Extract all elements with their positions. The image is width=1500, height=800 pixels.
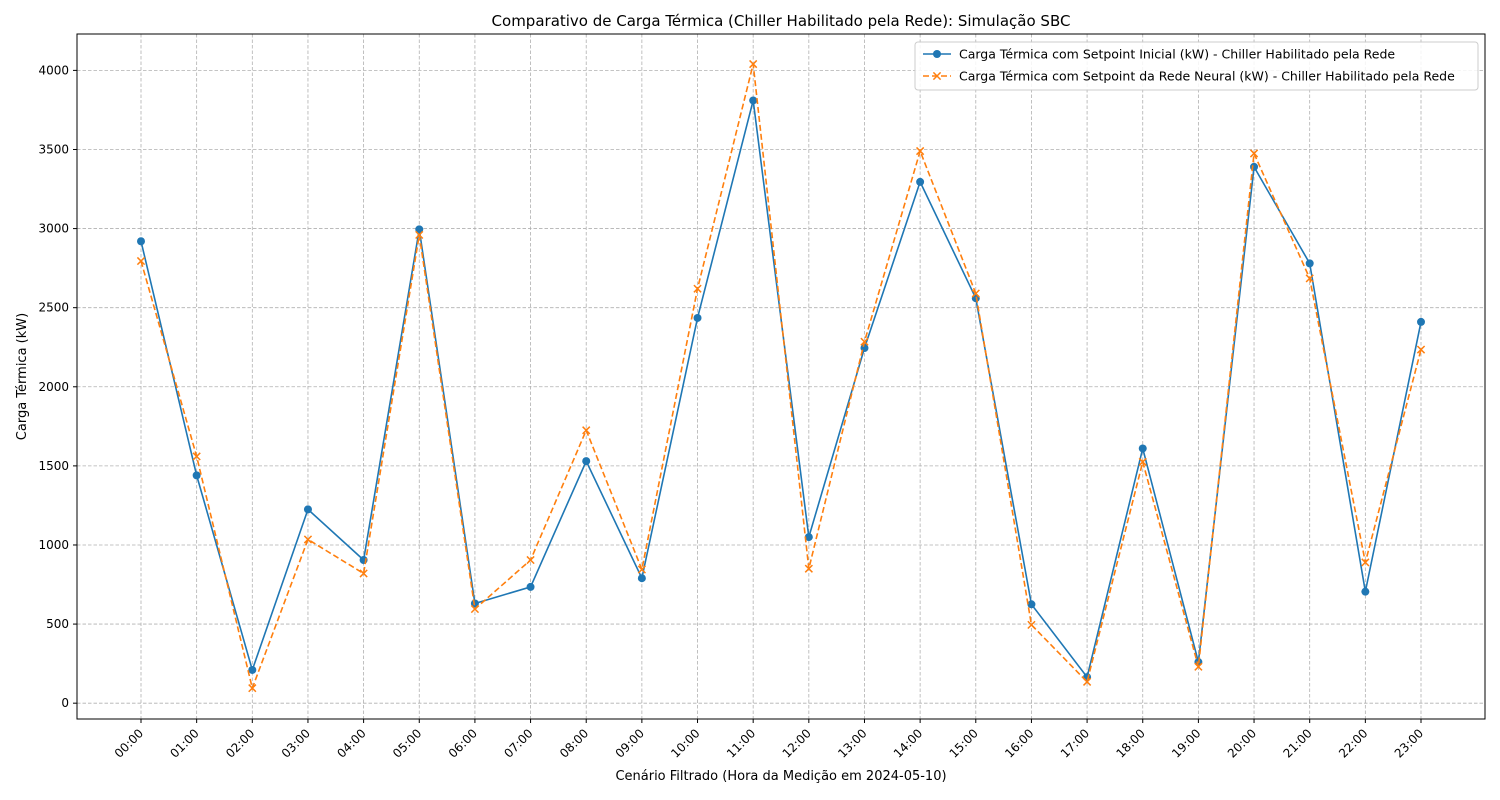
- data-point: [1416, 345, 1426, 354]
- legend: Carga Térmica com Setpoint Inicial (kW) …: [914, 41, 1479, 91]
- legend-label: Carga Térmica com Setpoint Inicial (kW) …: [959, 47, 1395, 62]
- data-point: [1082, 677, 1092, 686]
- data-point: [248, 665, 257, 674]
- data-point: [1361, 558, 1370, 567]
- series-2: [136, 59, 1426, 693]
- data-point: [637, 574, 646, 583]
- data-point: [1361, 587, 1370, 596]
- series-layer: [136, 59, 1426, 693]
- data-point: [582, 426, 591, 435]
- series-line: [140, 63, 1422, 691]
- data-point: [303, 505, 312, 514]
- data-point: [303, 535, 313, 544]
- data-point: [136, 256, 146, 266]
- data-point: [192, 471, 201, 480]
- data-point: [804, 533, 813, 542]
- legend-item: Carga Térmica com Setpoint Inicial (kW) …: [923, 47, 1395, 62]
- data-point: [915, 146, 925, 156]
- plot-frame: [76, 33, 1486, 720]
- legend-marker: [932, 71, 942, 81]
- data-point: [470, 599, 479, 608]
- y-axis-label: Carga Térmica (kW): [15, 313, 30, 440]
- x-axis-label: Cenário Filtrado (Hora da Medição em 202…: [615, 769, 946, 784]
- data-point: [526, 555, 535, 565]
- data-point: [916, 177, 925, 186]
- data-point: [1305, 274, 1314, 283]
- data-point: [415, 230, 424, 240]
- data-point: [804, 564, 813, 573]
- data-point: [248, 684, 257, 693]
- data-point: [749, 59, 758, 69]
- data-point: [1305, 259, 1314, 268]
- data-point: [359, 569, 368, 578]
- y-tick-label: 500: [46, 617, 69, 631]
- data-point: [1250, 162, 1259, 171]
- data-point: [582, 457, 591, 466]
- y-tick-label: 4000: [38, 63, 69, 77]
- legend-box: [914, 41, 1479, 91]
- y-tick-label: 3500: [38, 142, 69, 156]
- y-tick-label: 3000: [38, 222, 69, 236]
- y-axis: 0 500 1000 1500 2000 2500 3000 3500 4000: [38, 63, 77, 710]
- grid: [77, 34, 1485, 719]
- data-point: [1027, 600, 1036, 609]
- data-point: [1138, 444, 1147, 453]
- data-point: [1027, 620, 1036, 630]
- y-tick-label: 2500: [38, 301, 69, 315]
- data-point: [137, 237, 145, 246]
- y-tick-label: 1500: [38, 459, 69, 473]
- y-tick-label: 1000: [38, 538, 69, 552]
- data-point: [1249, 149, 1259, 158]
- legend-item: Carga Térmica com Setpoint da Rede Neura…: [923, 69, 1455, 84]
- data-point: [693, 313, 702, 322]
- data-point: [415, 225, 424, 234]
- y-tick-label: 2000: [38, 380, 69, 394]
- y-tick-label: 0: [61, 696, 69, 710]
- data-point: [1194, 662, 1203, 671]
- data-point: [470, 604, 480, 614]
- data-point: [526, 582, 535, 591]
- data-point: [693, 284, 702, 293]
- data-point: [192, 452, 201, 461]
- data-point: [1138, 457, 1147, 467]
- data-point: [637, 565, 647, 574]
- data-point: [749, 96, 758, 105]
- data-point: [860, 337, 869, 346]
- legend-marker: [933, 50, 941, 58]
- data-point: [971, 289, 980, 298]
- chart-title: Comparativo de Carga Térmica (Chiller Ha…: [492, 12, 1071, 30]
- data-point: [1417, 317, 1425, 326]
- legend-label: Carga Térmica com Setpoint da Rede Neura…: [959, 69, 1455, 84]
